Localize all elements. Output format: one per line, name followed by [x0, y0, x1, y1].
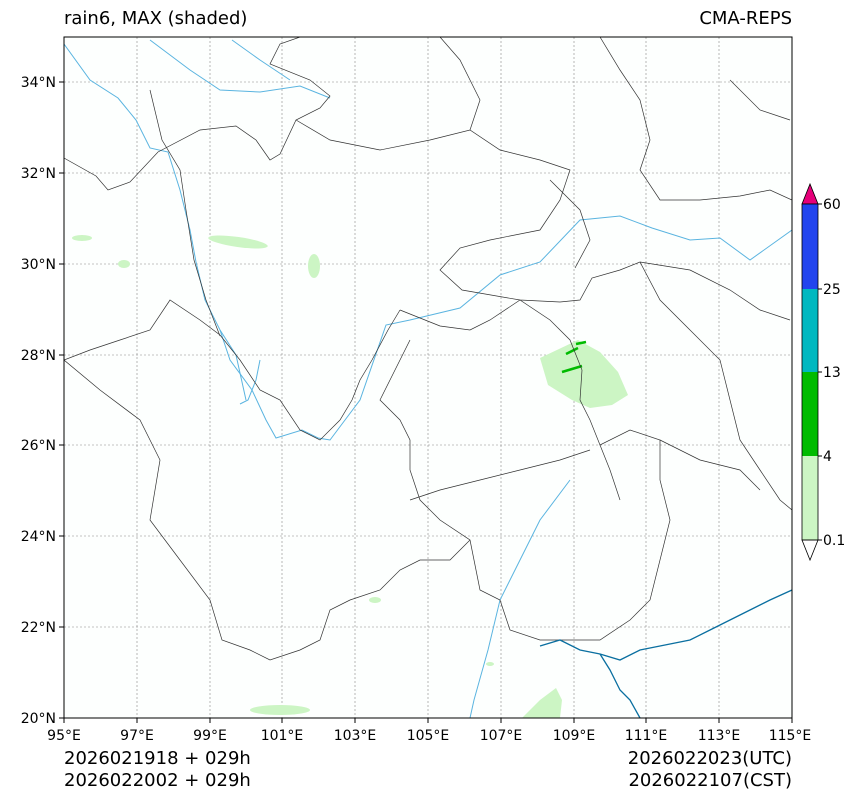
- colorbar-label: 0.1: [823, 533, 845, 549]
- lon-tick-label: 115°E: [769, 728, 812, 744]
- lat-tick-label: 22°N: [21, 620, 56, 636]
- colorbar-label: 25: [823, 282, 841, 298]
- colorbar-band-13-25: [802, 289, 818, 372]
- lon-tick-label: 99°E: [193, 728, 227, 744]
- valid-time-cst: 2026022107(CST): [628, 770, 792, 791]
- colorbar-legend: 60 25 13 4 0.1: [801, 182, 845, 562]
- lon-tick-label: 109°E: [553, 728, 596, 744]
- lon-tick-label: 95°E: [47, 728, 81, 744]
- lat-tick-label: 32°N: [21, 166, 56, 182]
- lat-tick-label: 26°N: [21, 438, 56, 454]
- lon-tick-label: 111°E: [625, 728, 668, 744]
- valid-time-utc: 2026022023(UTC): [627, 748, 792, 769]
- rain-shading-strong: [561, 340, 587, 374]
- colorbar-band-4-13: [802, 372, 818, 456]
- colorbar-below-arrow: [801, 539, 819, 562]
- colorbar-label: 60: [823, 197, 841, 213]
- init-time-cst: 2026022002 + 029h: [64, 770, 251, 791]
- lon-tick-label: 97°E: [120, 728, 154, 744]
- map-title: rain6, MAX (shaded): [64, 8, 248, 29]
- lat-tick-label: 20°N: [21, 711, 56, 727]
- colorbar-label: 13: [823, 365, 841, 381]
- colorbar-label: 4: [823, 449, 832, 465]
- lon-tick-label: 105°E: [407, 728, 450, 744]
- init-time-utc: 2026021918 + 029h: [64, 748, 251, 769]
- model-name: CMA-REPS: [699, 8, 792, 29]
- coastline: [539, 589, 792, 718]
- lon-tick-label: 103°E: [334, 728, 377, 744]
- lat-tick-label: 30°N: [21, 257, 56, 273]
- lon-tick-label: 113°E: [698, 728, 741, 744]
- lat-tick-label: 28°N: [21, 348, 56, 364]
- lat-tick-label: 24°N: [21, 529, 56, 545]
- lat-tick-label: 34°N: [21, 75, 56, 91]
- axis-ticks: [59, 81, 793, 723]
- colorbar-above-arrow: [801, 182, 819, 205]
- colorbar-band-25-60: [802, 204, 818, 289]
- rain-shading-light: [72, 235, 628, 718]
- lon-tick-label: 101°E: [261, 728, 304, 744]
- province-borders: [64, 37, 792, 661]
- colorbar-band-0.1-4: [802, 456, 818, 540]
- lon-tick-label: 107°E: [480, 728, 523, 744]
